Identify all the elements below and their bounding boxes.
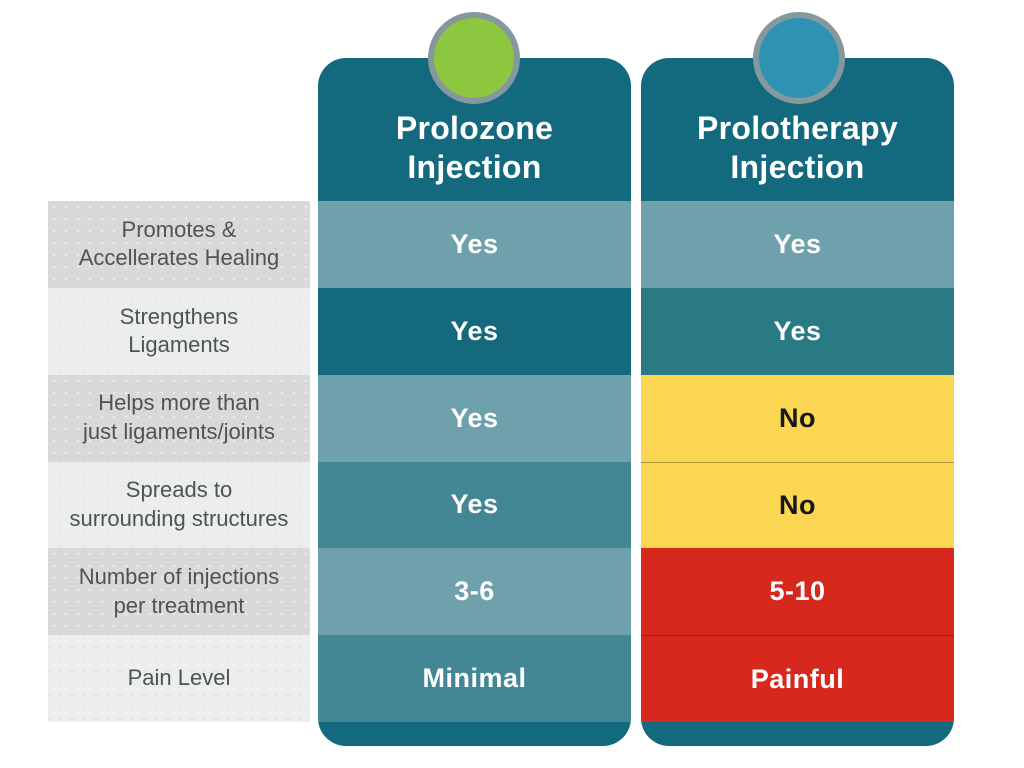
prolotherapy-cell-strengthens-ligaments: Yes (641, 287, 954, 375)
prolozone-cell-spreads: Yes (318, 461, 631, 549)
row-label-injections-count: Number of injections per treatment (48, 548, 310, 636)
prolozone-cell-promotes-healing: Yes (318, 201, 631, 288)
prolotherapy-title: Prolotherapy Injection (697, 109, 898, 185)
blue-circle-icon (753, 12, 845, 104)
prolotherapy-cell-promotes-healing: Yes (641, 201, 954, 288)
prolozone-title: Prolozone Injection (395, 109, 554, 185)
row-label-strengthens-ligaments: Strengthens Ligaments (48, 287, 310, 375)
row-label-spreads: Spreads to surrounding structures (48, 461, 310, 549)
prolozone-cell-helps-more: Yes (318, 374, 631, 462)
row-labels-column: Promotes & Accellerates Healing Strength… (48, 201, 310, 722)
prolozone-cell-pain-level: Minimal (318, 635, 631, 722)
prolozone-cell-strengthens-ligaments: Yes (318, 287, 631, 375)
prolotherapy-cell-injections-count: 5-10 (641, 548, 954, 636)
row-label-promotes-healing: Promotes & Accellerates Healing (48, 201, 310, 288)
prolotherapy-column-card: Prolotherapy Injection Yes Yes No No 5-1… (641, 58, 954, 746)
row-label-helps-more: Helps more than just ligaments/joints (48, 374, 310, 462)
green-circle-icon (428, 12, 520, 104)
prolotherapy-footer-band (641, 722, 954, 746)
row-label-pain-level: Pain Level (48, 635, 310, 722)
prolozone-footer-band (318, 722, 631, 746)
prolozone-column-card: Prolozone Injection Yes Yes Yes Yes 3-6 … (318, 58, 631, 746)
prolozone-cells: Yes Yes Yes Yes 3-6 Minimal (318, 201, 631, 722)
prolotherapy-cell-helps-more: No (641, 374, 954, 462)
prolozone-cell-injections-count: 3-6 (318, 548, 631, 636)
prolotherapy-cell-spreads: No (641, 461, 954, 549)
prolotherapy-cells: Yes Yes No No 5-10 Painful (641, 201, 954, 722)
prolotherapy-cell-pain-level: Painful (641, 635, 954, 722)
